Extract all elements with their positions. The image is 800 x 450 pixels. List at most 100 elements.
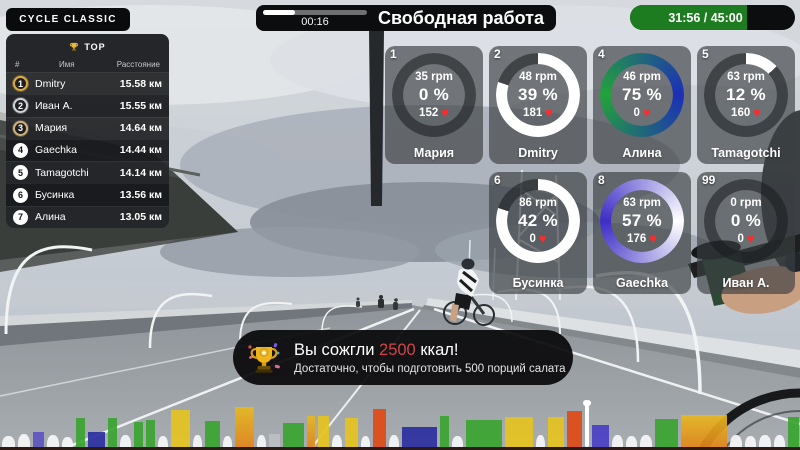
rider-card: 5 63 rpm 12 % 160 ♥ Tamagotchi — [697, 46, 795, 164]
rider-card: 6 86 rpm 42 % 0 ♥ Бусинка — [489, 172, 587, 294]
rider-distance: 13.56 км — [119, 189, 162, 202]
heart-rate: 0 ♥ — [633, 106, 650, 120]
gauge-readout: 46 rpm 75 % 0 ♥ — [600, 53, 684, 137]
profile-bar — [120, 435, 131, 447]
distant-riders — [356, 295, 398, 310]
heart-rate-value: 0 — [529, 232, 536, 245]
profile-bar — [402, 427, 437, 447]
profile-bar — [788, 417, 799, 447]
heart-icon: ♥ — [538, 231, 547, 247]
rider-name: Gaechka — [35, 144, 78, 157]
rider-card: 1 35 rpm 0 % 152 ♥ Мария — [385, 46, 483, 164]
effort-percent: 42 % — [518, 211, 558, 231]
rider-name: Алина — [35, 211, 66, 224]
rider-name: Иван А. — [722, 276, 770, 290]
rank-badge: 5 — [13, 165, 28, 181]
profile-bar — [33, 432, 44, 447]
effort-percent: 0 % — [418, 85, 450, 105]
cadence-value: 48 rpm — [519, 71, 557, 83]
heart-icon: ♥ — [545, 105, 553, 121]
gauge-readout: 0 rpm 0 % 0 ♥ — [704, 179, 788, 263]
effort-gauge — [600, 179, 684, 263]
right-barrier — [426, 298, 800, 368]
effort-gauge — [704, 53, 788, 137]
leaderboard-row: 1 Dmitry 15.58 км — [6, 72, 169, 95]
position-marker — [583, 400, 591, 447]
heart-icon: ♥ — [649, 231, 657, 247]
heart-icon: ♥ — [746, 231, 755, 247]
effort-percent: 75 % — [622, 85, 662, 105]
cyclist — [443, 258, 495, 326]
leaderboard-panel: TOP # Имя Расстояние 1 Dmitry 15.58 км 2 Ива… — [6, 34, 169, 228]
profile-bar — [373, 409, 386, 447]
profile-bar — [205, 421, 220, 447]
rank-badge: 1 — [13, 76, 28, 92]
leaderboard-title: TOP — [84, 42, 106, 52]
leaderboard-row: 2 Иван А. 15.55 км — [6, 94, 169, 116]
interval-progress-track — [263, 10, 367, 15]
cadence-value: 35 rpm — [415, 71, 453, 83]
effort-gauge — [496, 53, 580, 137]
rank-badge: 4 — [13, 142, 28, 158]
profile-bar — [18, 434, 30, 447]
effort-gauge — [392, 53, 476, 137]
col-rank: # — [15, 60, 20, 69]
achievement-toast: Вы сожгли 2500 ккал! Достаточно, чтобы п… — [233, 330, 573, 385]
profile-bar — [774, 435, 785, 447]
profile-bar — [466, 420, 502, 447]
heart-rate-value: 176 — [627, 232, 647, 245]
bike-number: 4 — [598, 47, 605, 61]
rider-card: 4 46 rpm 75 % 0 ♥ Алина — [593, 46, 691, 164]
rider-name: Dmitry — [518, 146, 558, 160]
trophy-icon — [248, 342, 280, 373]
profile-bar — [612, 435, 623, 447]
profile-bar — [76, 418, 85, 447]
profile-bar — [318, 416, 329, 447]
session-time-label: 31:56 / 45:00 — [668, 10, 743, 25]
heart-rate-value: 152 — [419, 106, 439, 119]
profile-bar — [193, 435, 202, 447]
effort-gauge — [496, 179, 580, 263]
toast-kcal-value: 2500 — [379, 340, 416, 359]
heart-rate: 181 ♥ — [523, 106, 553, 120]
brand-button[interactable]: CYCLE CLASSIC — [6, 8, 130, 31]
leaderboard-row: 4 Gaechka 14.44 км — [6, 138, 169, 161]
leaderboard-row: 3 Мария 14.64 км — [6, 116, 169, 139]
profile-bar — [655, 419, 678, 447]
profile-bar — [626, 436, 637, 447]
profile-bar — [2, 436, 15, 447]
rider-distance: 14.64 км — [119, 122, 162, 135]
rider-name: Tamagotchi — [711, 146, 781, 160]
profile-bar — [536, 435, 545, 447]
effort-percent: 57 % — [622, 211, 662, 231]
profile-bar — [640, 435, 652, 447]
heart-rate: 152 ♥ — [419, 106, 449, 120]
leaderboard-row: 6 Бусинка 13.56 км — [6, 183, 169, 205]
heart-icon: ♥ — [642, 105, 651, 121]
effort-percent: 12 % — [726, 85, 766, 105]
profile-bar — [47, 435, 59, 447]
cadence-value: 0 rpm — [730, 197, 762, 209]
gauge-readout: 86 rpm 42 % 0 ♥ — [496, 179, 580, 263]
profile-bar — [389, 435, 399, 447]
bike-number: 5 — [702, 47, 709, 61]
profile-bar — [108, 418, 117, 447]
leaderboard-row: 7 Алина 13.05 км — [6, 205, 169, 228]
toast-text: Вы сожгли 2500 ккал! Достаточно, чтобы п… — [294, 341, 566, 375]
heart-rate: 160 ♥ — [731, 106, 761, 120]
cadence-value: 63 rpm — [623, 197, 661, 209]
heart-rate: 0 ♥ — [529, 232, 546, 246]
col-name: Имя — [59, 60, 75, 69]
rider-name: Бусинка — [512, 276, 564, 290]
profile-bar — [269, 434, 280, 447]
profile-bar — [592, 425, 609, 447]
profile-bar — [307, 416, 315, 447]
workout-mode-title: Свободная работа — [377, 7, 544, 28]
profile-bar — [134, 422, 143, 447]
col-distance: Расстояние — [116, 60, 160, 69]
leaderboard-rows: 1 Dmitry 15.58 км 2 Иван А. 15.55 км 3 Мария 14.… — [6, 72, 169, 228]
toast-suffix: ккал! — [420, 340, 459, 359]
bottom-edge — [0, 447, 800, 450]
profile-bar — [730, 435, 742, 447]
cadence-value: 86 rpm — [519, 197, 557, 209]
